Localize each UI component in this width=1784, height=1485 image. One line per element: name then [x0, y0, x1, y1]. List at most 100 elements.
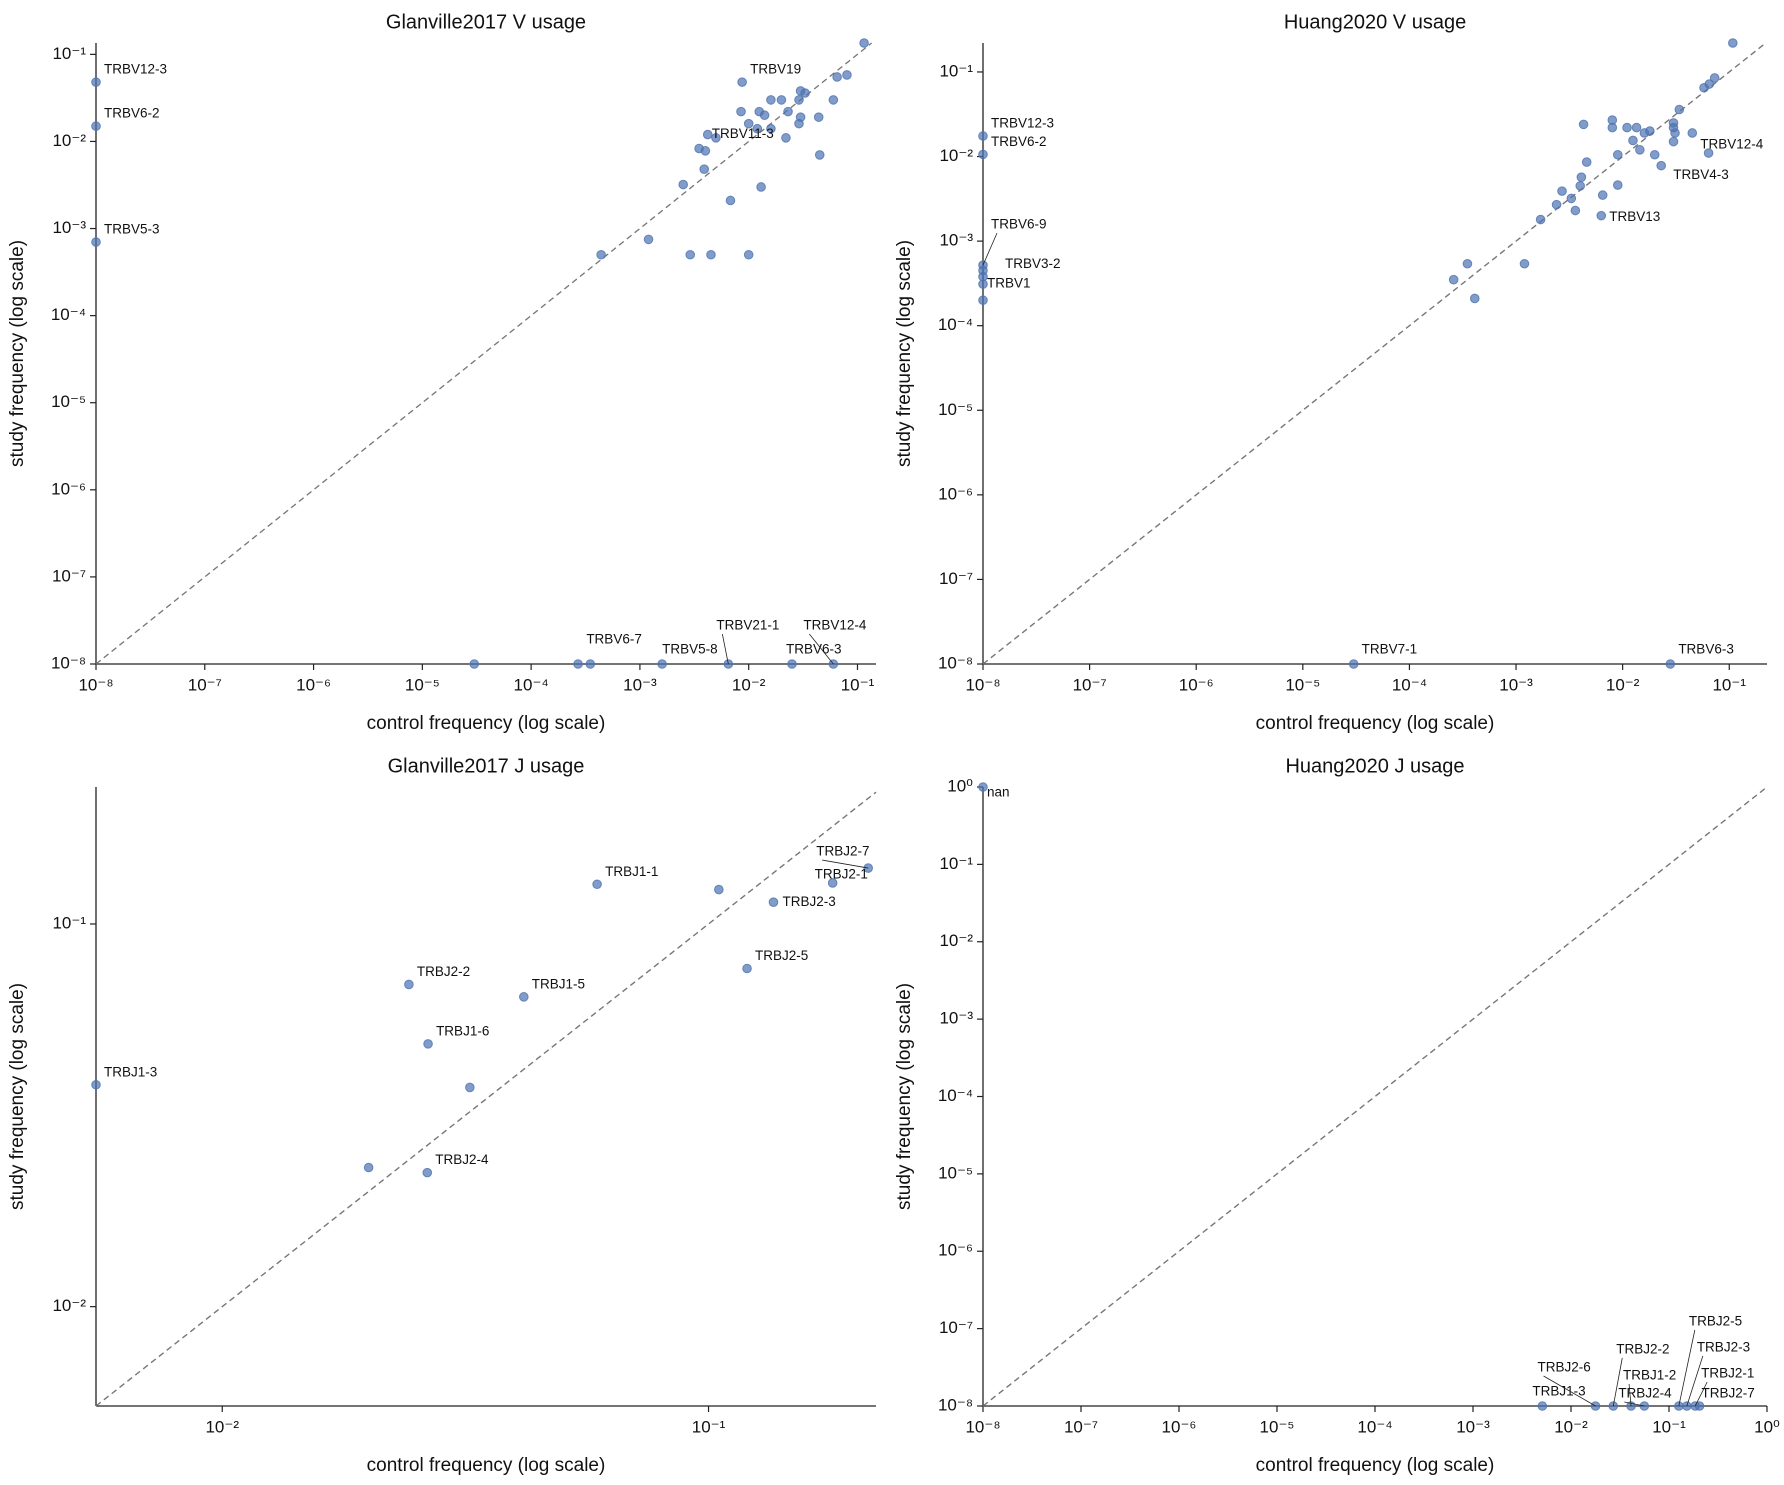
point	[422, 1167, 433, 1178]
x-tick-label: 10⁻⁷	[1073, 675, 1107, 694]
panel: Huang2020 V usage control frequency (log …	[894, 11, 1767, 734]
point-label: TRBJ2-1	[815, 867, 868, 882]
leader-line	[822, 859, 869, 869]
point	[404, 979, 414, 990]
point	[1703, 148, 1714, 158]
point	[1656, 160, 1667, 171]
x-tick-label: 10⁻⁴	[1357, 1417, 1392, 1436]
x-tick-label: 10⁻²	[732, 675, 766, 694]
y-tick-label: 10⁰	[947, 776, 973, 795]
leader-line	[1624, 1401, 1645, 1407]
y-tick-label: 10⁻⁶	[938, 484, 973, 503]
point	[1607, 122, 1618, 133]
point	[1612, 180, 1623, 190]
point	[978, 295, 988, 306]
panel: Glanville2017 V usage control frequency (…	[7, 11, 876, 734]
y-tick-label: 10⁻³	[939, 231, 973, 250]
point-label: TRBJ1-1	[605, 864, 658, 879]
x-tick-label: 10⁻⁵	[405, 675, 440, 694]
x-tick-label: 10⁻⁶	[1179, 675, 1214, 694]
x-tick-label: 10⁻⁷	[1064, 1417, 1098, 1436]
y-tick-label: 10⁻²	[939, 931, 973, 950]
point	[469, 659, 480, 669]
identity-line	[95, 42, 873, 665]
point	[768, 897, 779, 907]
point	[742, 963, 752, 974]
point	[800, 88, 810, 98]
point	[465, 1082, 475, 1093]
y-tick-label: 10⁻²	[52, 131, 86, 150]
point-label: TRBV6-2	[991, 134, 1047, 149]
y-tick-label: 10⁻⁶	[938, 1241, 973, 1260]
y-axis-label: study frequency (log scale)	[7, 240, 28, 467]
chart-title: Huang2020 J usage	[1285, 755, 1464, 777]
chart-title: Glanville2017 J usage	[388, 755, 585, 777]
point-label: TRBV13	[1609, 209, 1660, 224]
x-tick-label: 10⁻⁸	[78, 675, 113, 694]
y-tick-label: 10⁻¹	[52, 913, 86, 932]
point	[1674, 104, 1685, 115]
y-tick-label: 10⁻⁴	[51, 305, 86, 324]
x-tick-label: 10⁻⁶	[1162, 1417, 1197, 1436]
point	[1551, 199, 1562, 210]
x-tick-label: 10⁻²	[1606, 675, 1640, 694]
point	[736, 106, 746, 117]
y-tick-label: 10⁻¹	[939, 61, 973, 80]
leader-line	[982, 232, 998, 266]
point-label: TRBJ2-3	[782, 894, 835, 909]
x-tick-label: 10⁰	[1754, 1417, 1780, 1436]
point	[814, 150, 825, 160]
point-label: TRBJ2-6	[1538, 1360, 1591, 1375]
point	[978, 131, 988, 141]
x-tick-label: 10⁻⁸	[965, 675, 1000, 694]
point	[702, 129, 713, 140]
point	[827, 878, 838, 888]
leader-line	[1612, 1357, 1623, 1407]
point-label: TRBJ2-7	[1702, 1386, 1755, 1401]
point-label: TRBV4-3	[1673, 167, 1729, 182]
point	[1448, 274, 1459, 285]
point	[657, 659, 667, 669]
x-axis-label: control frequency (log scale)	[1256, 713, 1495, 734]
leader-line	[721, 633, 729, 665]
identity-line	[95, 791, 877, 1407]
point-label: TRBJ2-5	[755, 948, 808, 963]
point	[828, 95, 839, 105]
point	[794, 118, 804, 129]
x-tick-label: 10⁻⁵	[1285, 675, 1320, 694]
point	[363, 1162, 374, 1173]
y-tick-label: 10⁻¹	[939, 854, 973, 873]
point	[643, 234, 654, 245]
x-tick-label: 10⁻⁵	[1260, 1417, 1295, 1436]
point	[787, 659, 797, 669]
point-label: TRBJ2-7	[816, 844, 869, 859]
point	[1570, 205, 1581, 216]
point	[714, 884, 724, 895]
y-tick-label: 10⁻⁴	[938, 1086, 973, 1105]
point	[1596, 210, 1607, 221]
point	[592, 879, 602, 890]
point	[1576, 172, 1587, 182]
panel: Huang2020 J usage control frequency (log …	[894, 755, 1780, 1476]
x-tick-label: 10⁻⁴	[1392, 675, 1427, 694]
point	[859, 38, 869, 48]
chart-title: Glanville2017 V usage	[386, 11, 586, 33]
point-label: TRBJ2-4	[435, 1152, 489, 1167]
point	[1728, 38, 1738, 48]
point-label: TRBV3-2	[1005, 256, 1061, 271]
leader-line	[1628, 1383, 1632, 1407]
point	[1704, 79, 1715, 89]
point	[725, 195, 736, 206]
point	[573, 659, 583, 669]
x-tick-label: 10⁻³	[1499, 675, 1533, 694]
point	[1674, 1401, 1684, 1411]
y-tick-label: 10⁻⁴	[938, 315, 973, 334]
point-label: TRBV12-3	[104, 62, 167, 77]
point	[1557, 186, 1567, 196]
point-label: TRBV6-3	[1678, 642, 1734, 657]
y-tick-label: 10⁻⁵	[51, 392, 86, 411]
point	[781, 133, 791, 143]
point	[706, 249, 716, 260]
y-axis-label: study frequency (log scale)	[894, 240, 915, 467]
point-label: TRBV6-2	[104, 106, 160, 121]
